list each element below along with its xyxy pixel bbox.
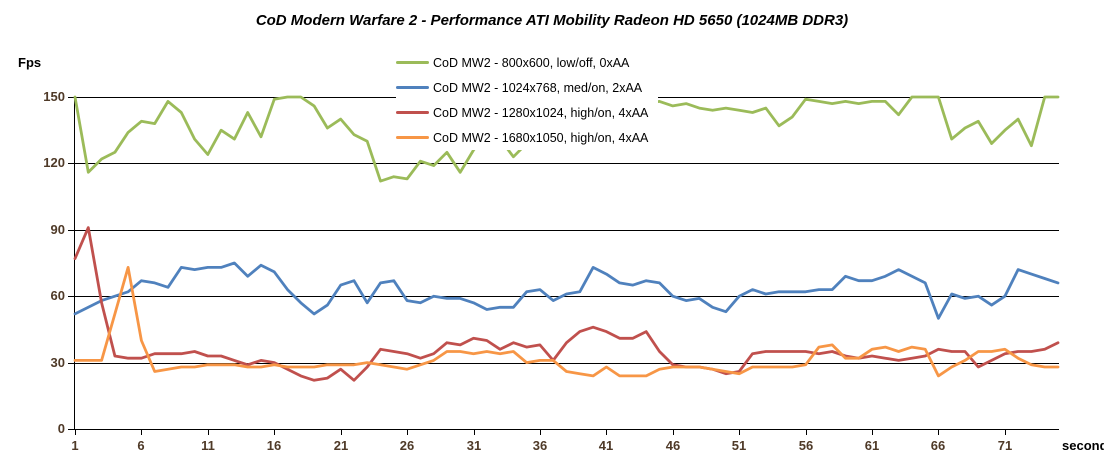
y-tick-label: 150: [43, 89, 65, 104]
x-tick-label: 16: [266, 438, 282, 453]
legend-line-swatch: [396, 136, 429, 139]
x-axis-tick: [474, 430, 475, 435]
legend-line-swatch: [396, 86, 429, 89]
y-grid-line: [75, 163, 1059, 164]
y-grid-line: [75, 296, 1059, 297]
x-axis-tick: [872, 430, 873, 435]
legend-label: CoD MW2 - 800x600, low/off, 0xAA: [433, 55, 630, 70]
legend-line-swatch: [396, 61, 429, 64]
y-tick-label: 0: [57, 421, 65, 436]
x-axis-tick: [540, 430, 541, 435]
y-axis-tick: [68, 363, 75, 364]
x-tick-label: 6: [137, 438, 145, 453]
x-axis-tick: [407, 430, 408, 435]
x-tick-label: 66: [930, 438, 946, 453]
x-tick-label: 26: [399, 438, 415, 453]
x-axis-tick: [1005, 430, 1006, 435]
y-grid-line: [75, 230, 1059, 231]
legend-label: CoD MW2 - 1280x1024, high/on, 4xAA: [433, 105, 649, 120]
x-axis-title: seconds: [1062, 438, 1104, 453]
x-tick-label: 56: [798, 438, 814, 453]
x-axis-tick: [673, 430, 674, 435]
x-axis-tick: [938, 430, 939, 435]
x-tick-label: 11: [201, 438, 215, 453]
x-tick-label: 1: [71, 438, 79, 453]
legend: CoD MW2 - 800x600, low/off, 0xAA CoD MW2 …: [396, 50, 658, 150]
x-tick-label: 46: [665, 438, 681, 453]
x-tick-label: 21: [333, 438, 349, 453]
x-tick-label: 51: [731, 438, 747, 453]
series-line-1: [73, 261, 1060, 320]
legend-item-3: CoD MW2 - 1680x1050, high/on, 4xAA: [396, 125, 658, 150]
legend-item-1: CoD MW2 - 1024x768, med/on, 2xAA: [396, 75, 658, 100]
y-grid-line: [75, 363, 1059, 364]
series-line-3: [73, 265, 1060, 378]
x-axis-tick: [75, 430, 76, 435]
y-tick-label: 120: [43, 155, 65, 170]
legend-label: CoD MW2 - 1024x768, med/on, 2xAA: [433, 80, 643, 95]
x-tick-label: 61: [864, 438, 880, 453]
x-axis-tick: [606, 430, 607, 435]
x-axis-tick: [341, 430, 342, 435]
y-tick-label: 60: [50, 288, 65, 303]
x-tick-label: 36: [532, 438, 548, 453]
y-axis-tick: [68, 163, 75, 164]
y-axis-tick: [68, 296, 75, 297]
x-tick-label: 71: [997, 438, 1013, 453]
x-tick-label: 41: [598, 438, 614, 453]
y-tick-label: 30: [50, 355, 65, 370]
chart-title: CoD Modern Warfare 2 - Performance ATI M…: [255, 12, 849, 29]
legend-line-swatch: [396, 111, 429, 114]
x-axis-tick: [274, 430, 275, 435]
x-axis-tick: [806, 430, 807, 435]
x-axis-tick: [141, 430, 142, 435]
legend-item-2: CoD MW2 - 1280x1024, high/on, 4xAA: [396, 100, 658, 125]
y-tick-label: 90: [50, 222, 65, 237]
y-axis-line: [74, 97, 75, 430]
series-line-2: [73, 226, 1060, 382]
x-axis-line: [74, 429, 1059, 430]
x-axis-tick: [208, 430, 209, 435]
y-axis-tick: [68, 97, 75, 98]
legend-item-0: CoD MW2 - 800x600, low/off, 0xAA: [396, 50, 658, 75]
y-axis-title: Fps: [18, 55, 42, 70]
y-axis-tick: [68, 429, 75, 430]
legend-label: CoD MW2 - 1680x1050, high/on, 4xAA: [433, 130, 649, 145]
y-axis-tick: [68, 230, 75, 231]
x-axis-tick: [739, 430, 740, 435]
x-tick-label: 31: [466, 438, 482, 453]
